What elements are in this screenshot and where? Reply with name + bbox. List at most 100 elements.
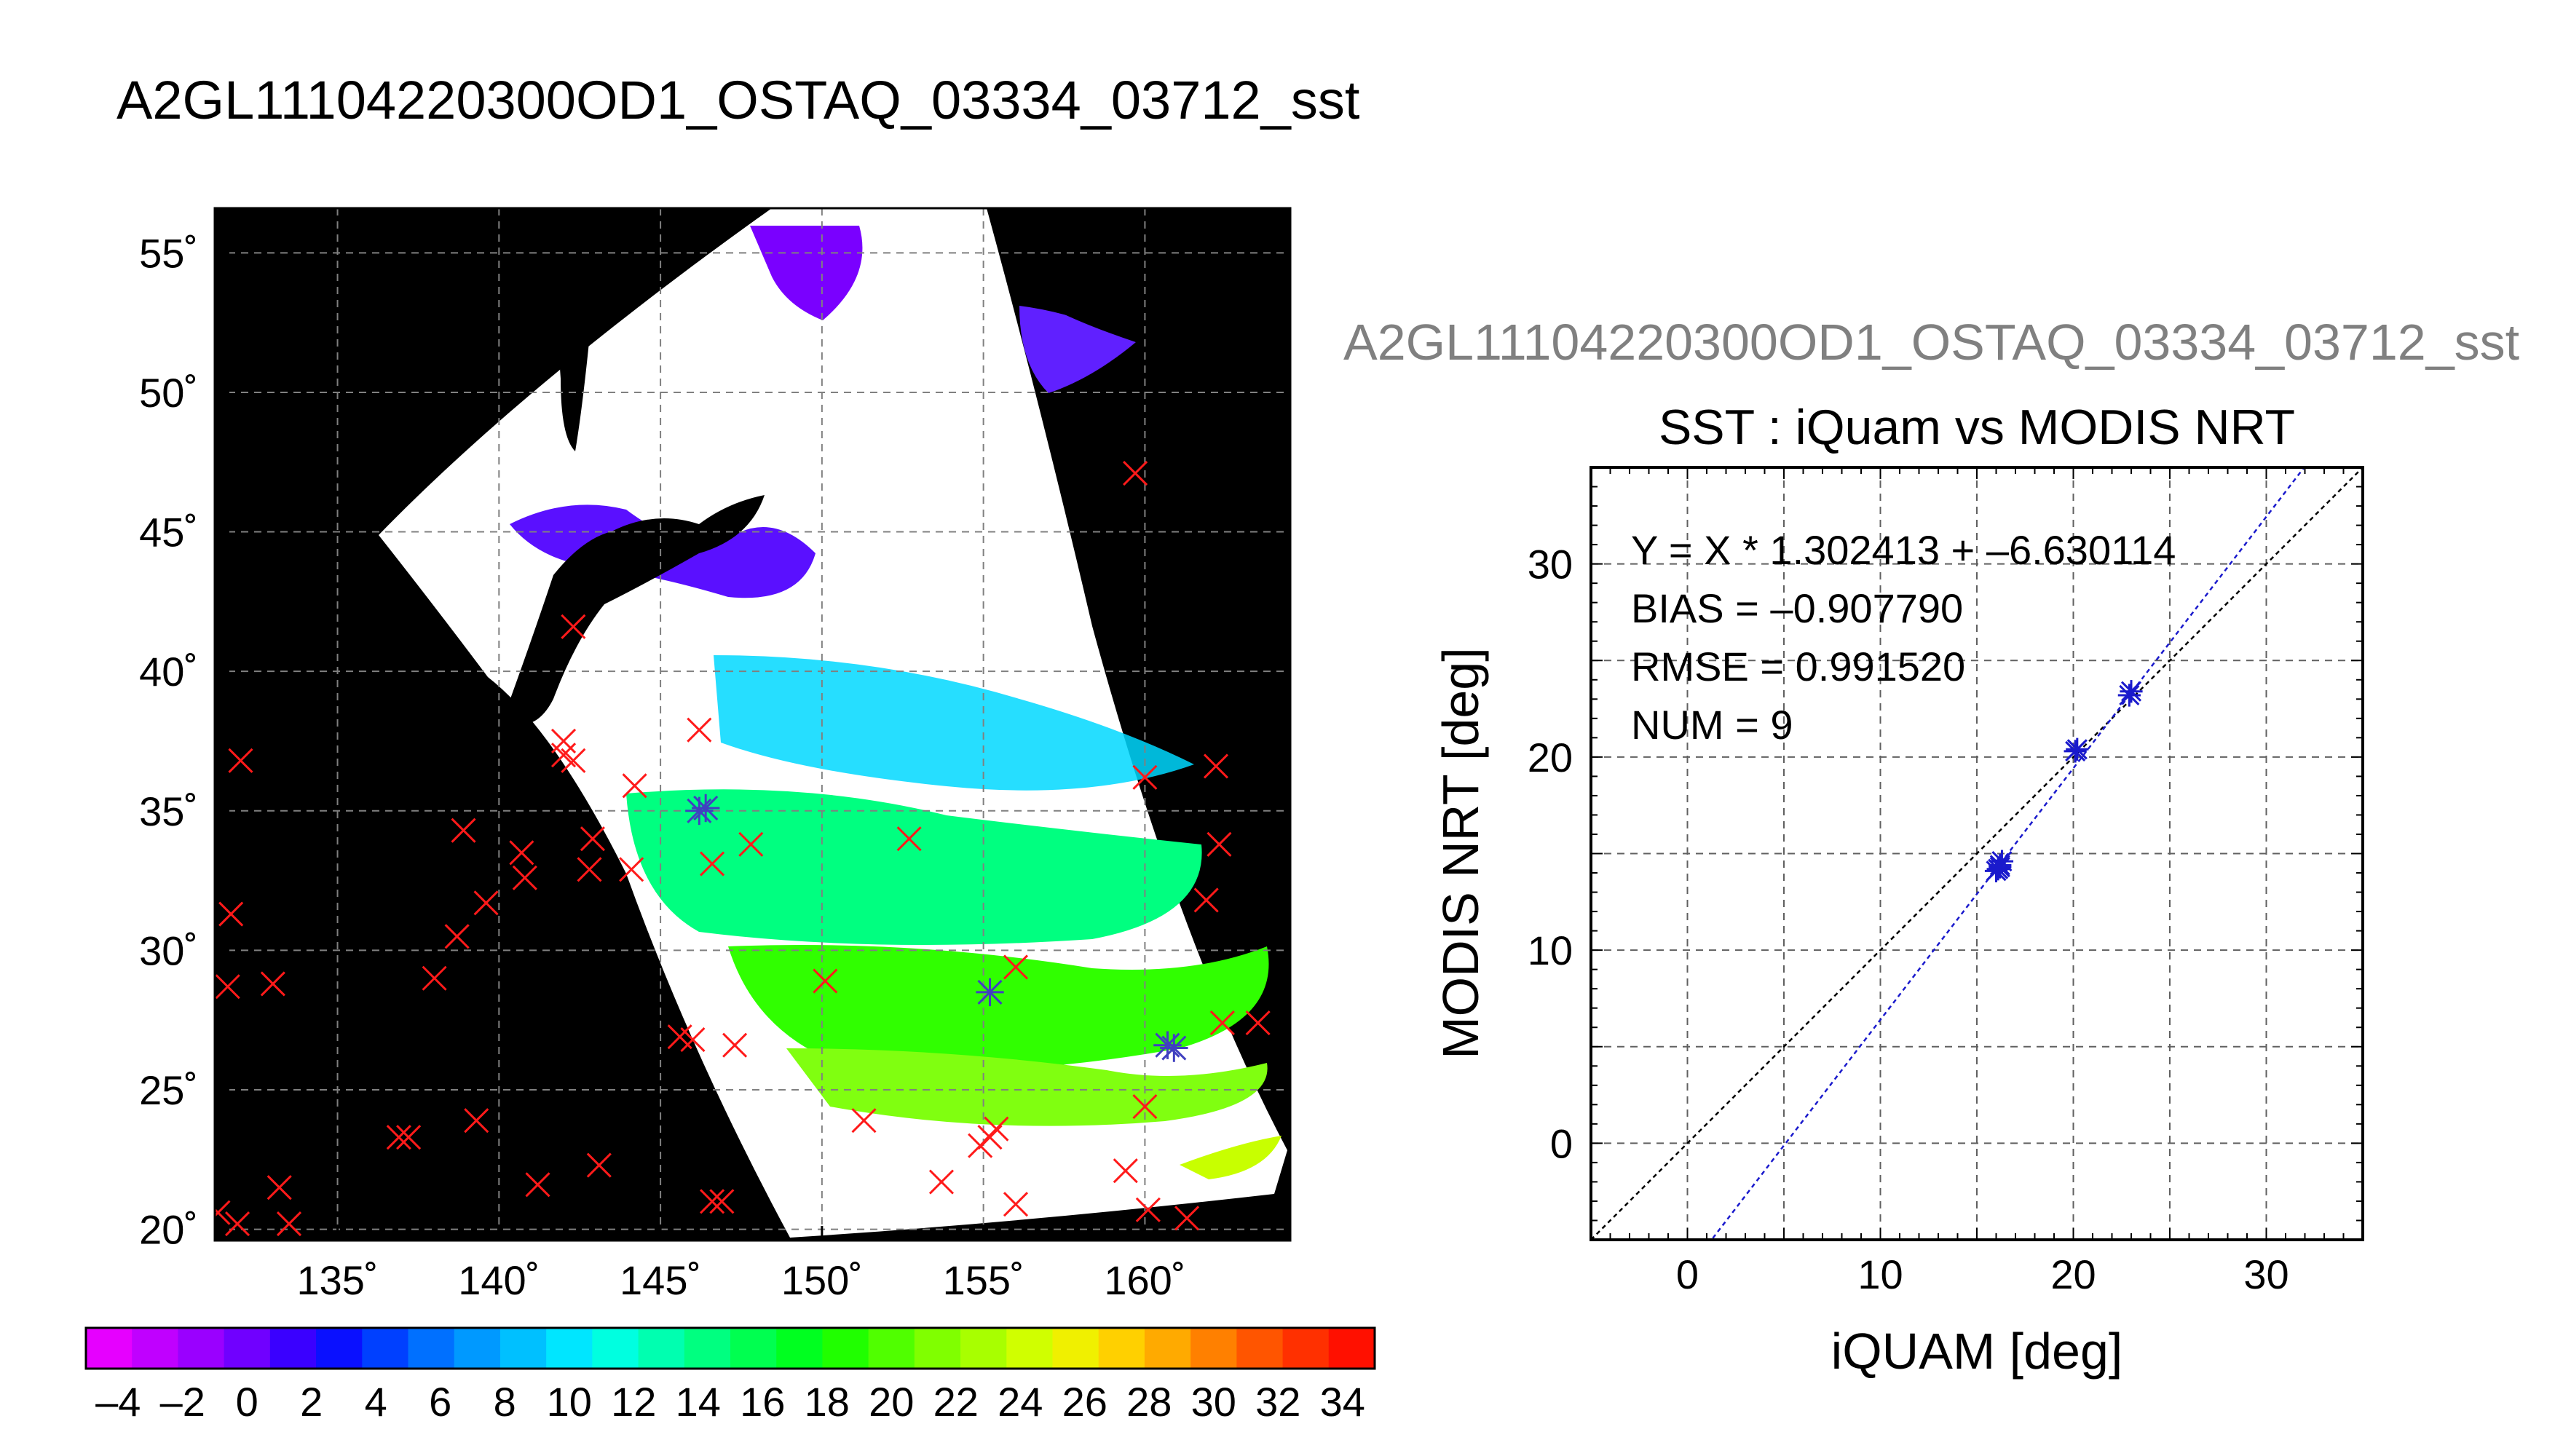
- sst-patch-far-south: [1180, 1136, 1282, 1179]
- colorbar-cell: [730, 1328, 777, 1369]
- colorbar-cell: [1282, 1328, 1330, 1369]
- map-frame: [213, 207, 1292, 1242]
- sst-patch-south: [786, 1048, 1268, 1126]
- scatter-point: [1989, 855, 2012, 879]
- in-situ-marker: [260, 971, 285, 997]
- colorbar-tick-label: 24: [998, 1379, 1043, 1425]
- in-situ-marker: [586, 1152, 612, 1178]
- map-lat-label: 30˚: [139, 927, 198, 973]
- in-situ-marker: [896, 826, 922, 852]
- colorbar-cell: [1098, 1328, 1145, 1369]
- scatter-filename: A2GL11104220300OD1_OSTAQ_03334_03712_sst: [1343, 314, 2520, 371]
- colorbar-cell: [86, 1328, 133, 1369]
- colorbar-cell: [776, 1328, 824, 1369]
- in-situ-marker: [619, 857, 644, 882]
- colorbar-tick-label: 14: [676, 1379, 721, 1425]
- colorbar-cell: [684, 1328, 731, 1369]
- map-lat-label: 35˚: [139, 788, 198, 834]
- colorbar-cell: [1328, 1328, 1375, 1369]
- scatter-point: [2120, 680, 2143, 703]
- scatter-title: SST : iQuam vs MODIS NRT: [1659, 400, 2295, 455]
- sst-patch-kuroshio: [626, 789, 1202, 945]
- one-to-one-line: [1591, 467, 2363, 1240]
- colorbar-tick-label: 0: [236, 1379, 258, 1425]
- in-situ-marker: [687, 717, 712, 743]
- in-situ-marker: [386, 1125, 411, 1150]
- in-situ-marker: [444, 924, 470, 949]
- in-situ-marker: [680, 1027, 706, 1053]
- colorbar-cell: [546, 1328, 593, 1369]
- map-lon-label: 155˚: [943, 1257, 1024, 1303]
- sst-patch-mid-lat: [714, 655, 1194, 791]
- scatter-y-tick-label: 0: [1550, 1120, 1573, 1166]
- colorbar-tick-label: 30: [1191, 1379, 1236, 1425]
- matched-marker: [976, 978, 1004, 1007]
- in-situ-marker: [622, 773, 647, 799]
- in-situ-marker: [813, 968, 838, 994]
- map-lat-label: 50˚: [139, 370, 198, 416]
- in-situ-marker: [580, 826, 606, 852]
- land-japan: [502, 495, 765, 725]
- map-lon-label: 145˚: [620, 1257, 701, 1303]
- colorbar-cell: [822, 1328, 869, 1369]
- in-situ-marker: [699, 1189, 725, 1214]
- in-situ-marker: [561, 748, 586, 773]
- colorbar-tick-label: –4: [95, 1379, 141, 1425]
- colorbar-cell: [224, 1328, 271, 1369]
- colorbar-tick-label: 2: [300, 1379, 323, 1425]
- scatter-x-tick-label: 10: [1857, 1251, 1903, 1297]
- scatter-y-tick-label: 10: [1528, 927, 1573, 973]
- in-situ-marker: [928, 1169, 955, 1195]
- colorbar-cell: [638, 1328, 685, 1369]
- colorbar-cell: [454, 1328, 501, 1369]
- in-situ-marker: [451, 818, 476, 843]
- in-situ-marker: [464, 1108, 489, 1133]
- in-situ-marker: [1209, 1010, 1235, 1036]
- in-situ-marker: [1132, 764, 1158, 790]
- colorbar-cell: [1144, 1328, 1191, 1369]
- in-situ-marker: [851, 1108, 877, 1133]
- colorbar-frame: [84, 1326, 1376, 1370]
- scatter-y-tick-label: 20: [1528, 735, 1573, 780]
- in-situ-marker: [1245, 1010, 1271, 1036]
- in-situ-marker: [512, 865, 537, 890]
- colorbar-cell: [178, 1328, 225, 1369]
- map-lon-label: 135˚: [296, 1257, 378, 1303]
- scatter-y-label: MODIS NRT [deg]: [1432, 647, 1489, 1059]
- map-lon-label: 150˚: [781, 1257, 863, 1303]
- in-situ-marker: [1174, 1206, 1200, 1231]
- colorbar-tick-label: 28: [1126, 1379, 1172, 1425]
- colorbar-tick-label: 4: [365, 1379, 387, 1425]
- colorbar-tick-label: 26: [1062, 1379, 1107, 1425]
- map-lat-label: 25˚: [139, 1067, 198, 1113]
- colorbar-cell: [408, 1328, 455, 1369]
- colorbar-cell: [269, 1328, 317, 1369]
- colorbar-tick-label: 22: [933, 1379, 979, 1425]
- colorbar-tick-label: 12: [611, 1379, 656, 1425]
- in-situ-marker: [473, 890, 499, 916]
- map-lat-label: 20˚: [139, 1207, 198, 1253]
- in-situ-marker: [699, 851, 725, 877]
- in-situ-marker: [1135, 1197, 1161, 1222]
- colorbar-cell: [914, 1328, 961, 1369]
- scatter-x-tick-label: 0: [1676, 1251, 1699, 1297]
- colorbar-tick-label: 10: [547, 1379, 592, 1425]
- colorbar-cell: [316, 1328, 363, 1369]
- colorbar-tick-label: 16: [740, 1379, 785, 1425]
- in-situ-marker: [550, 728, 577, 754]
- scatter-annotation: NUM = 9: [1631, 702, 1793, 748]
- in-situ-marker: [422, 965, 447, 991]
- in-situ-marker: [984, 1116, 1009, 1142]
- in-situ-marker: [1003, 954, 1029, 980]
- colorbar-cell: [868, 1328, 915, 1369]
- colorbar-cell: [1236, 1328, 1284, 1369]
- scatter-x-label: iQUAM [deg]: [1831, 1323, 2123, 1380]
- land-sakhalin: [553, 290, 590, 451]
- in-situ-marker: [215, 1200, 231, 1225]
- matched-marker: [691, 794, 720, 823]
- figure-title: A2GL11104220300OD1_OSTAQ_03334_03712_sst: [117, 70, 1360, 130]
- matched-marker: [1160, 1034, 1188, 1062]
- in-situ-marker: [1193, 887, 1219, 913]
